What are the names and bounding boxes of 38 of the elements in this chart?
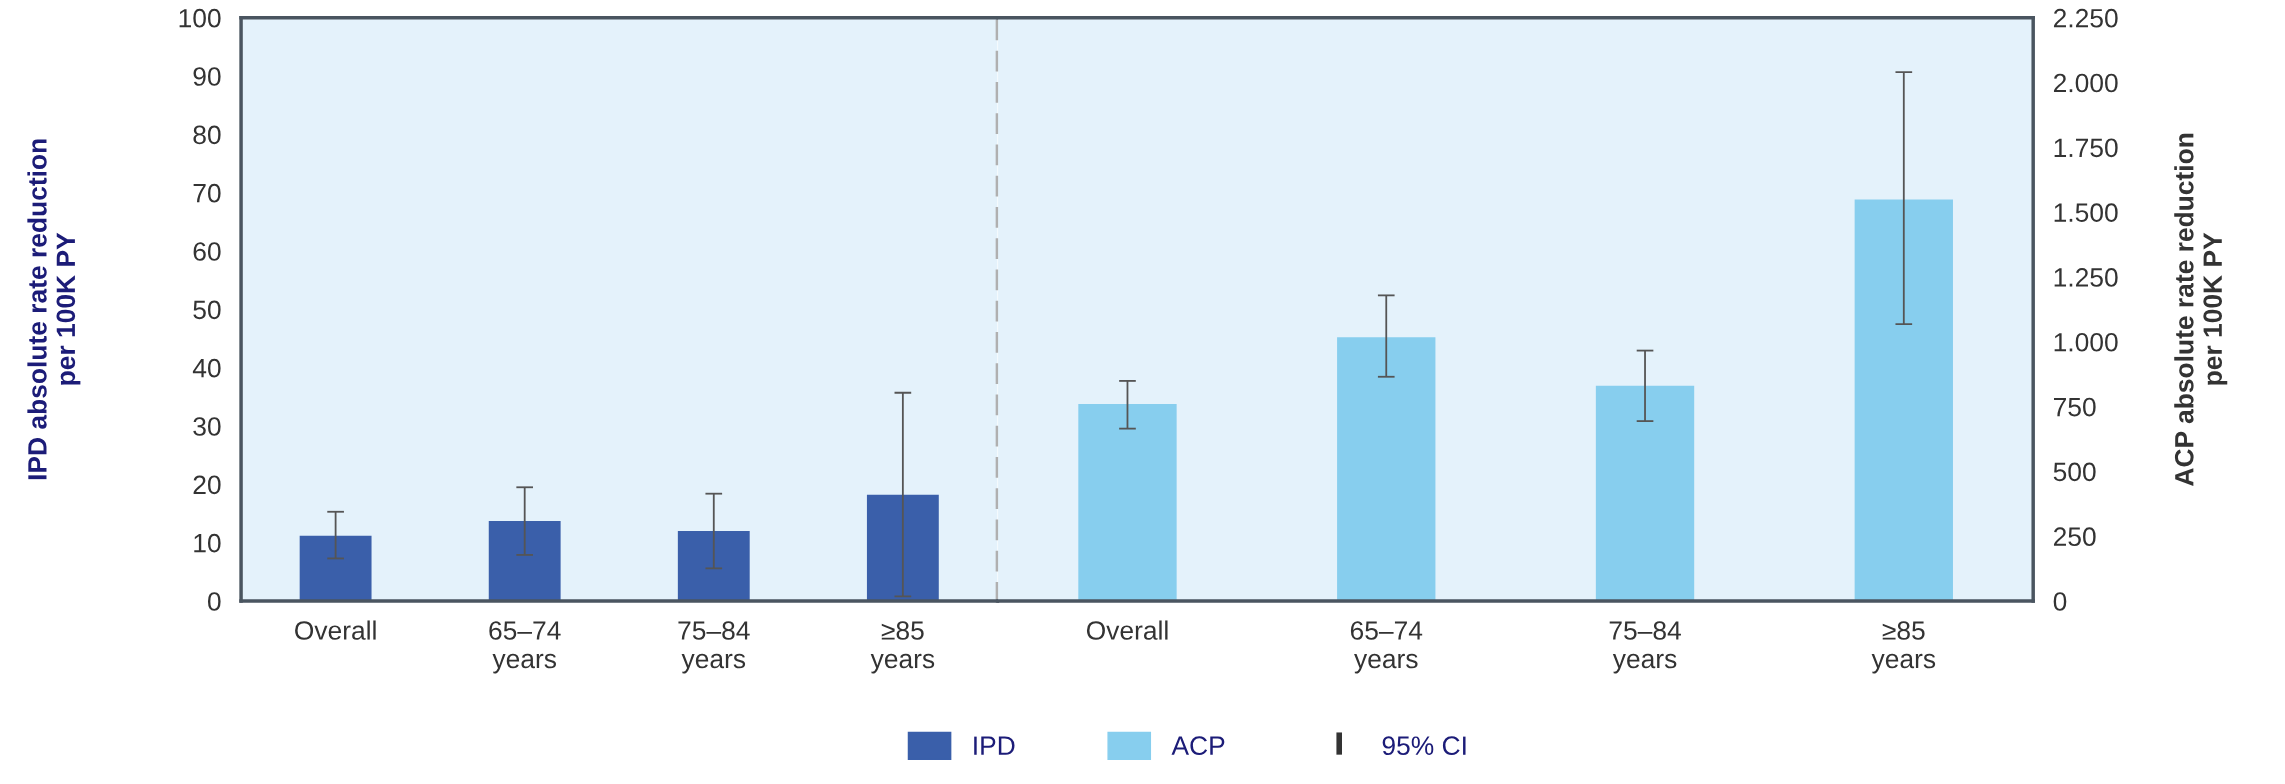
y2-tick-label: 0 — [2053, 592, 2067, 611]
y-tick-label: 10 — [194, 533, 221, 553]
y-tick-label: 20 — [193, 475, 221, 495]
x-tick-label: Overall — [1086, 620, 1168, 640]
x-tick-label: 65–74 years — [1350, 621, 1423, 674]
y2-tick-label: 250 — [2053, 527, 2096, 547]
x-tick-label: ≥85 years — [1871, 621, 1936, 674]
bar — [1854, 199, 1953, 602]
y-tick-label: 40 — [192, 358, 221, 378]
bar — [1078, 403, 1177, 602]
y-tick-label: 60 — [193, 242, 221, 261]
legend-label: IPD — [974, 736, 1015, 755]
x-tick-label: 75–84 years — [678, 621, 750, 674]
y-tick-label: 90 — [193, 67, 221, 86]
x-tick-label: 65–74 years — [489, 621, 561, 674]
x-tick-label: ≥85 years — [870, 621, 935, 674]
y2-axis-title: ACP absolute rate reduction per 100K PY — [2174, 133, 2228, 486]
y2-tick-label: 2.250 — [2053, 8, 2118, 28]
y-axis-title: IPD absolute rate reduction per 100K PY — [27, 139, 81, 480]
y2-tick-label: 750 — [2053, 397, 2096, 417]
x-tick-label: Overall — [295, 620, 376, 640]
y2-tick-label: 2.000 — [2053, 73, 2118, 93]
bar — [1595, 385, 1695, 602]
y-tick-label: 70 — [193, 183, 221, 203]
y-tick-label: 50 — [193, 300, 221, 320]
x-tick-label: 75–84 years — [1609, 621, 1681, 674]
bar — [1337, 337, 1436, 602]
y-tick-label: 30 — [193, 417, 221, 436]
y-tick-label: 100 — [179, 8, 221, 28]
y2-tick-label: 500 — [2053, 462, 2096, 482]
legend-label: ACP — [1171, 736, 1225, 756]
y2-tick-label: 1.750 — [2054, 138, 2118, 158]
y2-tick-label: 1.250 — [2054, 268, 2118, 287]
y2-tick-label: 1.500 — [2054, 203, 2118, 222]
y2-tick-label: 1.000 — [2054, 332, 2118, 352]
text: 95% CI — [1382, 736, 1466, 756]
y-tick-label: 80 — [193, 125, 221, 145]
y-tick-label: 0 — [207, 592, 221, 611]
